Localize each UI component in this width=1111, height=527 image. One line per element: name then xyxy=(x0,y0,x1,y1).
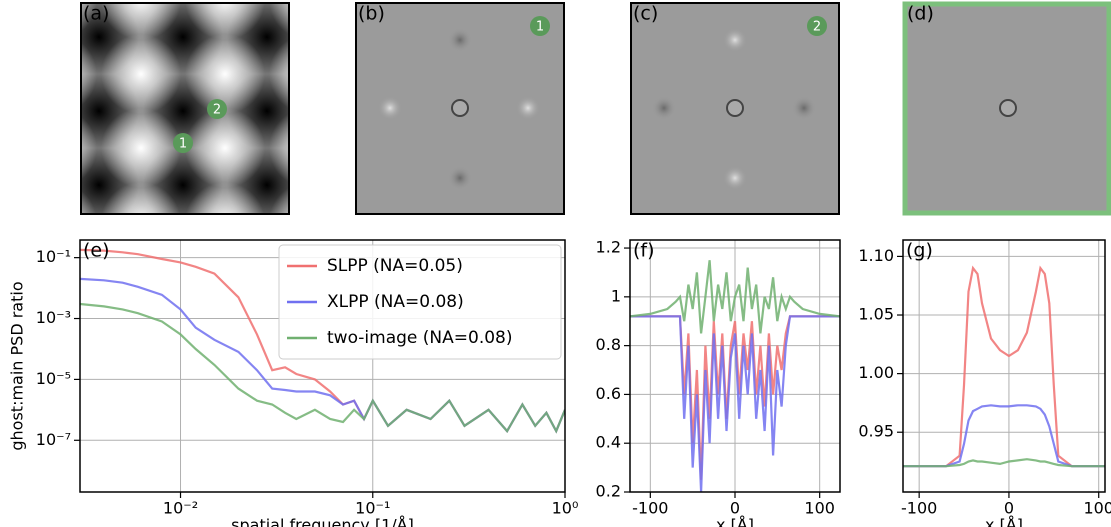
series-line xyxy=(903,458,1105,468)
y-tick-label: 10⁻¹ xyxy=(36,247,71,266)
x-tick-label: -100 xyxy=(632,499,668,518)
y-tick-label: 10⁻⁵ xyxy=(36,369,71,388)
legend-box xyxy=(278,244,562,360)
panel-label: (c) xyxy=(633,3,658,25)
x-tick-label: 0 xyxy=(1004,499,1014,518)
panel-label: (g) xyxy=(906,240,933,262)
series-line xyxy=(80,302,565,434)
y-tick-label: 1 xyxy=(611,286,621,305)
x-tick-label: 10⁰ xyxy=(552,499,579,518)
x-axis-label: spatial frequency [1/Å] xyxy=(231,516,414,527)
series-line xyxy=(630,260,840,334)
panel-c: (c) 2 xyxy=(630,2,840,215)
y-tick-label: 1.2 xyxy=(596,238,621,257)
legend-label: XLPP (NA=0.08) xyxy=(327,292,464,312)
x-axis-label: x [Å] xyxy=(985,516,1023,527)
panel-label: (b) xyxy=(358,3,385,25)
y-tick-label: 1.00 xyxy=(858,363,894,382)
axes-frame xyxy=(79,239,566,493)
y-tick-label: 0.4 xyxy=(596,433,621,452)
axes-frame xyxy=(902,239,1106,493)
axes-frame xyxy=(629,239,841,493)
series-line xyxy=(630,315,840,492)
panel-b: (b) 1 xyxy=(355,2,565,215)
x-tick-label: 0 xyxy=(730,499,740,518)
x-tick-label: 10⁻¹ xyxy=(355,499,390,518)
panel-label: (a) xyxy=(83,3,109,25)
x-tick-label: 100 xyxy=(1083,499,1111,518)
marker-label: 2 xyxy=(813,20,821,35)
series-line xyxy=(903,265,1105,468)
y-axis-label: ghost:main PSD ratio xyxy=(8,281,27,450)
series-line xyxy=(903,404,1105,468)
y-tick-label: 10⁻⁷ xyxy=(36,430,71,449)
panel-label: (d) xyxy=(907,3,934,25)
y-tick-label: 1.10 xyxy=(858,246,894,265)
y-tick-label: 0.2 xyxy=(596,482,621,501)
x-axis-label: x [Å] xyxy=(716,516,754,527)
y-tick-label: 10⁻³ xyxy=(36,308,71,327)
y-tick-label: 0.8 xyxy=(596,335,621,354)
x-tick-label: -100 xyxy=(901,499,937,518)
y-tick-label: 0.6 xyxy=(596,384,621,403)
marker-label: 2 xyxy=(213,103,221,118)
legend-label: two-image (NA=0.08) xyxy=(327,328,512,348)
y-tick-label: 0.95 xyxy=(858,422,894,441)
panel-a: (a) 2 1 xyxy=(80,2,290,215)
marker-label: 1 xyxy=(536,20,544,35)
x-tick-label: 10⁻² xyxy=(163,499,198,518)
panel-label: (e) xyxy=(83,240,110,262)
panel-label: (f) xyxy=(633,240,655,262)
marker-label: 1 xyxy=(179,137,187,152)
x-tick-label: 100 xyxy=(804,499,835,518)
y-tick-label: 1.05 xyxy=(858,305,894,324)
panel-d: (d) xyxy=(902,1,1111,216)
legend-label: SLPP (NA=0.05) xyxy=(327,256,463,276)
